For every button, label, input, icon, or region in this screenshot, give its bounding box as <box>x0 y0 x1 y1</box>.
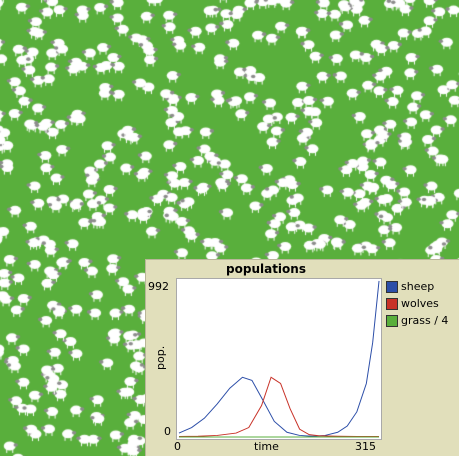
y-max-label: 992 <box>148 280 169 293</box>
legend-label: sheep <box>401 280 435 293</box>
x-axis-label: time <box>254 440 279 453</box>
y-axis-label: pop. <box>154 345 167 370</box>
legend-item: sheep <box>386 278 459 295</box>
series-line-wolves <box>178 376 380 438</box>
populations-plot: populations 992 pop. 0 0 time 315 sheep w… <box>145 259 459 456</box>
legend: sheep wolves grass / 4 <box>386 278 459 329</box>
legend-label: wolves <box>401 297 439 310</box>
x-min-label: 0 <box>174 440 181 453</box>
legend-item: wolves <box>386 295 459 312</box>
legend-swatch <box>386 314 398 327</box>
y-min-label: 0 <box>164 425 171 438</box>
legend-label: grass / 4 <box>401 314 449 327</box>
plot-area <box>176 278 382 440</box>
legend-item: grass / 4 <box>386 312 459 329</box>
plot-lines <box>178 280 380 438</box>
legend-swatch <box>386 280 398 293</box>
series-line-sheep <box>178 280 380 437</box>
x-max-label: 315 <box>355 440 376 453</box>
plot-title: populations <box>226 262 306 276</box>
legend-swatch <box>386 297 398 310</box>
